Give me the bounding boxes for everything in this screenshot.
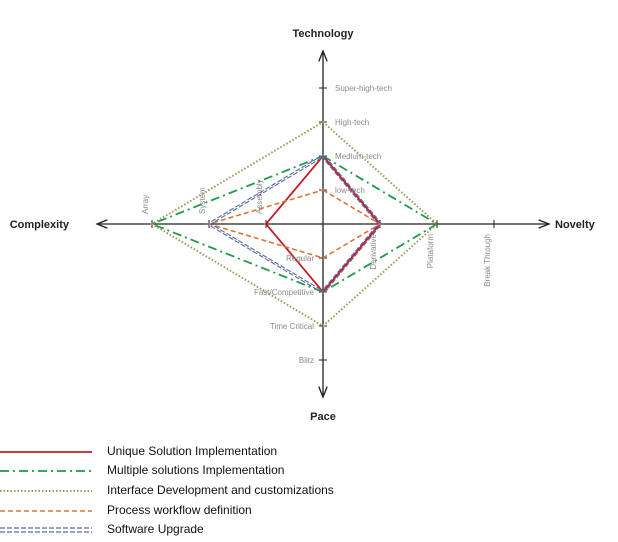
series-software-upgrade-outer (206, 155, 379, 293)
legend-item-process-workflow-definition: Process workflow definition (0, 502, 618, 520)
legend-label-interface-development-and-customizations: Interface Development and customizations (107, 483, 334, 497)
tick-label-high-tech: High-tech (335, 118, 369, 127)
tick-label-system: System (198, 187, 207, 214)
tick-label-medium-tech: Medium-tech (335, 152, 381, 161)
axis-title-complexity: Complexity (10, 219, 70, 231)
legend-item-unique-solution-implementation: Unique Solution Implementation (0, 443, 618, 461)
legend-swatch-process-workflow-definition (0, 510, 92, 512)
legend-item-interface-development-and-customizations: Interface Development and customizations (0, 482, 618, 500)
axes-layer (98, 52, 548, 396)
legend-swatch-interface-development-and-customizations (0, 490, 92, 492)
tick-label-fast-competitive: Fast/Competitive (254, 288, 315, 297)
tick-label-time-critical: Time Critical (270, 322, 314, 331)
tick-label-blitz: Blitz (299, 356, 314, 365)
tick-label-break-through: Break Through (483, 234, 492, 287)
tick-label-plataform: Plataform (426, 234, 435, 269)
legend-label-unique-solution-implementation: Unique Solution Implementation (107, 444, 278, 458)
legend-label-multiple-solutions-implementation: Multiple solutions Implementation (107, 463, 285, 477)
axis-title-pace: Pace (310, 411, 336, 423)
tick-label-low-tech: low-tech (335, 186, 365, 195)
axis-title-technology: Technology (293, 28, 355, 40)
tick-label-array: Array (141, 195, 150, 214)
legend-item-multiple-solutions-implementation: Multiple solutions Implementation (0, 462, 618, 480)
labels-layer: Technology Novelty Pace Complexity low-tech M… (10, 28, 596, 423)
tick-label-regular: Regular (286, 254, 314, 263)
tick-label-assembly: Assembly (255, 179, 264, 214)
legend-swatch-software-upgrade (0, 527, 92, 533)
tick-label-derivative: Derivative (369, 233, 378, 269)
legend-swatch-unique-solution-implementation (0, 451, 92, 453)
series-software-upgrade-inner (209, 155, 383, 293)
legend-item-software-upgrade: Software Upgrade (0, 521, 618, 539)
axis-title-novelty: Novelty (555, 219, 596, 231)
radar-chart: Technology Novelty Pace Complexity low-tech M… (10, 28, 596, 423)
series-layer (149, 120, 439, 328)
tick-label-super-high-tech: Super-high-tech (335, 84, 392, 93)
legend-label-software-upgrade: Software Upgrade (107, 522, 204, 536)
legend-label-process-workflow-definition: Process workflow definition (107, 503, 252, 517)
legend-swatch-multiple-solutions-implementation (0, 470, 92, 472)
